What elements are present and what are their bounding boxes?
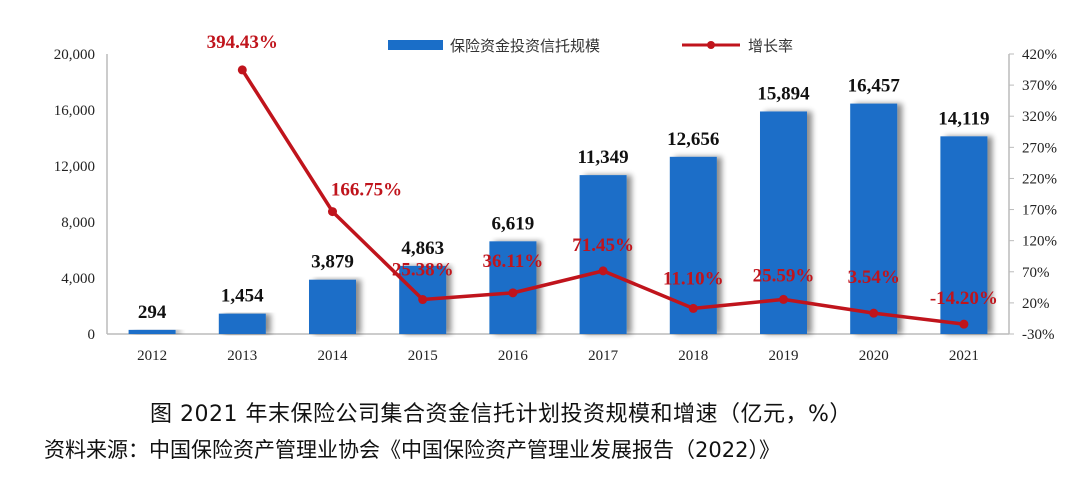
growth-marker [418,295,428,305]
bar [218,313,266,334]
bar-value-label: 3,879 [311,252,354,273]
bar [850,103,898,335]
growth-rate-line [237,65,969,329]
bar-value-label: 6,619 [492,213,535,234]
left-axis-tick: 0 [88,327,96,343]
left-axis-tick: 4,000 [61,271,95,287]
figure-caption: 图 2021 年末保险公司集合资金信托计划投资规模和增速（亿元，%） [150,402,852,427]
growth-marker [598,266,608,276]
bar-value-label: 4,863 [401,238,444,259]
legend-line-marker [707,41,715,49]
legend-bar-label: 保险资金投资信托规模 [450,37,600,55]
left-axis-tick: 16,000 [54,103,95,119]
growth-rate-label: 36.11% [483,251,544,272]
right-axis-tick: 370% [1022,78,1057,94]
legend: 保险资金投资信托规模 增长率 [388,37,793,55]
right-axis-tick: 320% [1022,109,1057,125]
growth-marker [508,288,518,298]
x-axis-tick: 2013 [227,348,257,364]
data-labels: 294 1,454 3,879 4,863 6,619 11,349 12,656 15,89… [138,32,998,323]
legend-line-label: 增长率 [748,37,793,55]
growth-rate-label: 25.38% [392,260,454,281]
bar-value-label: 14,119 [938,108,989,129]
right-axis-tick: 120% [1022,234,1057,250]
growth-marker [959,319,969,329]
x-axis-tick: 2019 [769,348,799,364]
growth-rate-label: 166.75% [331,180,402,201]
left-axis-tick: 12,000 [54,159,95,175]
x-axis-tick: 2021 [949,348,979,364]
growth-rate-label: 71.45% [572,235,634,256]
bar-value-label: 1,454 [221,286,264,307]
bar [309,279,356,334]
growth-marker [869,308,879,318]
growth-rate-label: -14.20% [930,288,998,309]
growth-marker [779,294,788,304]
x-axis-tick: 2016 [498,348,529,364]
bar-value-label: 15,894 [757,83,810,104]
x-axis-tick: 2020 [859,348,889,364]
growth-rate-label: 3.54% [848,267,900,288]
right-axis-tick: 170% [1022,203,1057,219]
bar [128,329,176,334]
growth-marker [688,303,698,313]
right-axis-tick: 70% [1022,265,1050,281]
x-axis-tick: 2012 [137,348,167,364]
left-axis-tick: 8,000 [61,215,95,231]
growth-rate-label: 11.10% [663,268,724,289]
right-axis-tick: 420% [1022,47,1057,63]
bar-value-label: 16,457 [848,76,901,97]
left-axis-tick: 20,000 [54,47,95,63]
growth-marker [237,65,247,75]
growth-rate-label: 25.59% [753,265,815,286]
x-axis-tick: 2015 [408,348,438,364]
axes: 0 4,000 8,000 12,000 16,000 20,000 -30% 20% 70% 1… [54,47,1057,364]
right-axis-tick: 220% [1022,171,1057,187]
bar-value-label: 11,349 [577,147,628,168]
bar-series [128,103,988,335]
bar [579,175,627,334]
x-axis-tick: 2017 [588,348,619,364]
right-axis-tick: -30% [1022,327,1055,343]
growth-marker [328,207,337,217]
source-note: 资料来源：中国保险资产管理业协会《中国保险资产管理业发展报告（2022）》 [44,438,780,462]
right-axis-tick: 270% [1022,140,1057,156]
bar-value-label: 12,656 [667,129,719,150]
x-axis-tick: 2018 [678,348,708,364]
right-axis-tick: 20% [1022,296,1050,312]
legend-bar-swatch [388,40,443,50]
bar [940,136,988,334]
growth-rate-label: 394.43% [207,32,278,53]
x-axis-tick: 2014 [318,348,349,364]
bar-value-label: 294 [138,302,167,323]
